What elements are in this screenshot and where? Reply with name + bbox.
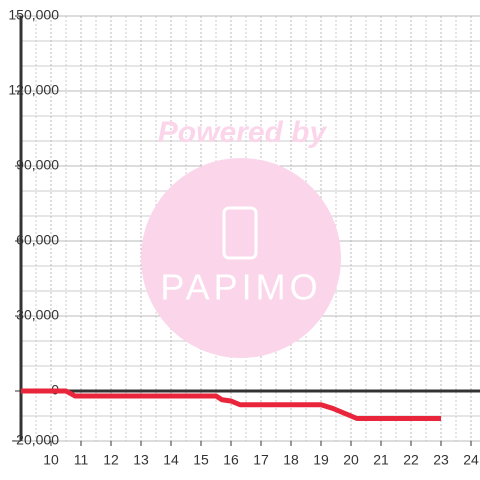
x-tick-label: 13 <box>133 452 149 468</box>
data-line <box>21 388 441 421</box>
y-tick-label: 30,000 <box>16 307 59 323</box>
x-tick-label: 19 <box>313 452 329 468</box>
x-tick-label: 10 <box>43 452 59 468</box>
y-tick-label: 60,000 <box>16 232 59 248</box>
x-tick-label: 21 <box>373 452 389 468</box>
x-tick-label: 14 <box>163 452 179 468</box>
watermark-phone <box>222 206 258 260</box>
x-tick-label: 24 <box>463 452 479 468</box>
y-tick-label: 150,000 <box>8 7 59 23</box>
x-tick-label: 12 <box>103 452 119 468</box>
x-tick-label: 17 <box>253 452 269 468</box>
x-tick-label: 20 <box>343 452 359 468</box>
x-tick-label: 11 <box>74 452 89 468</box>
watermark: Powered by PAPIMO <box>141 116 341 358</box>
x-tick-label: 22 <box>403 452 419 468</box>
x-tick-label: 23 <box>433 452 449 468</box>
y-tick-label: 90,000 <box>16 157 59 173</box>
watermark-text: PAPIMO <box>160 267 321 308</box>
x-tick-label: 18 <box>283 452 299 468</box>
y-tick-label: 120,000 <box>8 82 59 98</box>
x-tick-label: 16 <box>223 452 239 468</box>
y-tick-label: -20,000 <box>12 432 60 448</box>
x-tick-label: 15 <box>193 452 209 468</box>
watermark-text: Powered by <box>158 116 328 149</box>
